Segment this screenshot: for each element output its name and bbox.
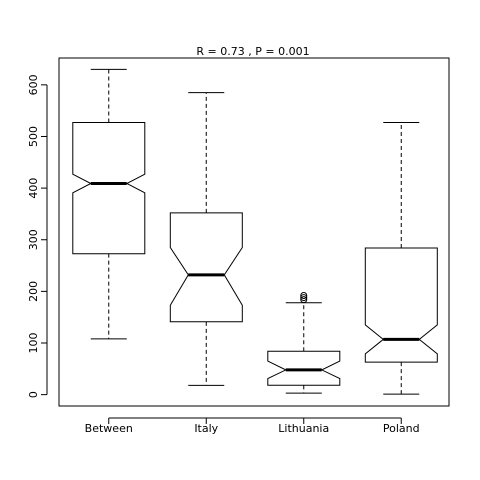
plot-frame (58, 57, 450, 407)
box-body (364, 247, 438, 363)
box-body (267, 350, 341, 386)
y-tick-label: 600 (27, 74, 40, 95)
box-between (72, 68, 146, 340)
chart-title: R = 0.73 , P = 0.001 (196, 45, 309, 58)
box-poland (364, 122, 438, 395)
x-tick-label: Lithuania (278, 422, 329, 435)
box-italy (169, 92, 243, 386)
x-tick-label: Between (85, 422, 133, 435)
x-tick-label: Italy (194, 422, 218, 435)
outlier-point (300, 294, 308, 302)
outlier-point (300, 292, 308, 300)
y-axis: 0 100 200 300 400 500 600 (27, 74, 48, 398)
y-tick-label: 300 (27, 229, 40, 250)
x-axis: Between Italy Lithuania Poland (85, 417, 420, 435)
y-tick-label: 100 (27, 333, 40, 354)
outlier-point (300, 296, 308, 304)
y-tick-label: 500 (27, 126, 40, 147)
box-body (169, 212, 243, 323)
y-tick-label: 200 (27, 281, 40, 302)
y-tick-label: 0 (27, 391, 40, 398)
x-tick-label: Poland (383, 422, 420, 435)
y-tick-label: 400 (27, 178, 40, 199)
boxes-group (72, 68, 438, 395)
box-lithuania (267, 292, 341, 394)
box-body (72, 122, 146, 255)
